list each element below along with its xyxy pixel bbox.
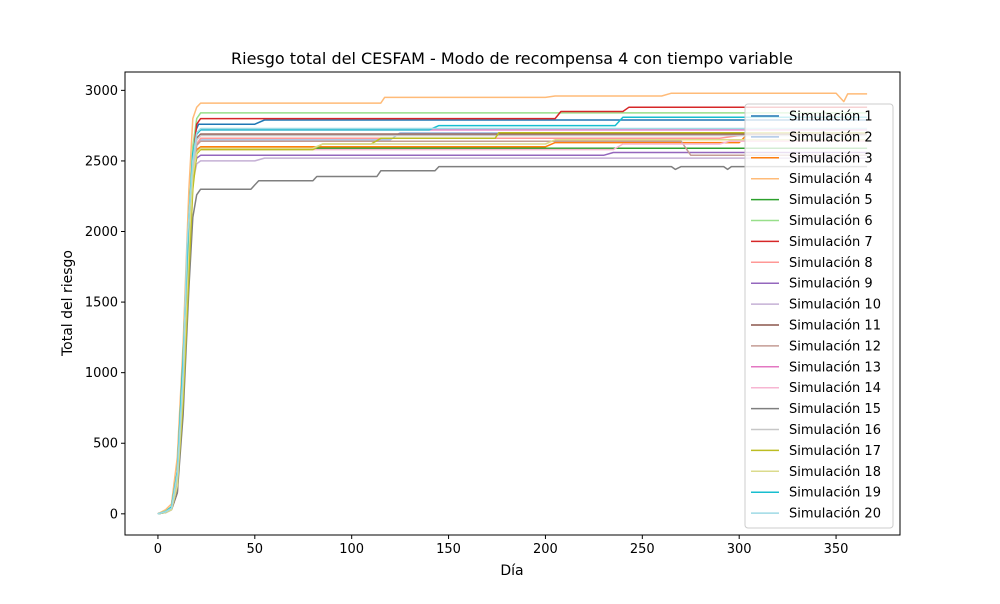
- y-tick-label: 3000: [85, 84, 118, 99]
- series-line-20: [157, 127, 868, 515]
- y-tick-label: 0: [110, 507, 118, 522]
- legend-label-4: Simulación 4: [789, 172, 873, 187]
- legend-label-17: Simulación 17: [789, 444, 881, 459]
- y-axis: 0 500 1000 1500 2000 2500 3000: [85, 84, 125, 522]
- chart-title: Riesgo total del CESFAM - Modo de recomp…: [231, 49, 793, 68]
- legend-label-8: Simulación 8: [789, 256, 873, 271]
- plot-frame: [124, 71, 901, 536]
- y-tick-label: 1500: [85, 296, 118, 311]
- x-tick-label: 100: [339, 542, 364, 557]
- legend-box: [744, 103, 894, 529]
- x-tick-label: 300: [727, 542, 752, 557]
- x-tick-label: 50: [247, 542, 264, 557]
- x-tick-label: 250: [630, 542, 655, 557]
- x-tick-label: 0: [154, 542, 162, 557]
- legend-label-7: Simulación 7: [789, 235, 873, 250]
- legend-label-9: Simulación 9: [789, 277, 873, 292]
- x-axis: 0 50 100 150 200 250 300 350: [154, 535, 849, 557]
- x-tick-label: 350: [824, 542, 849, 557]
- x-tick-label: 150: [436, 542, 461, 557]
- legend-label-15: Simulación 15: [789, 402, 881, 417]
- legend-label-18: Simulación 18: [789, 465, 881, 480]
- legend-label-19: Simulación 19: [789, 486, 881, 501]
- series-layer: [157, 92, 868, 515]
- legend-label-14: Simulación 14: [789, 381, 881, 396]
- legend-label-3: Simulación 3: [789, 151, 873, 166]
- legend-label-13: Simulación 13: [789, 360, 881, 375]
- legend-label-6: Simulación 6: [789, 214, 873, 229]
- legend-label-16: Simulación 16: [789, 423, 881, 438]
- x-axis-label: Día: [500, 563, 523, 579]
- legend-label-11: Simulación 11: [789, 319, 881, 334]
- legend-label-5: Simulación 5: [789, 193, 873, 208]
- y-axis-label: Total del riesgo: [60, 250, 76, 357]
- legend-label-2: Simulación 2: [789, 130, 873, 145]
- legend-label-20: Simulación 20: [789, 507, 881, 522]
- legend: Simulación 1 Simulación 2 Simulación 3 Simu…: [744, 103, 894, 529]
- legend-label-12: Simulación 12: [789, 339, 881, 354]
- x-tick-label: 200: [533, 542, 558, 557]
- y-tick-label: 2000: [85, 225, 118, 240]
- y-tick-label: 500: [93, 437, 118, 452]
- legend-label-1: Simulación 1: [789, 110, 873, 125]
- legend-label-10: Simulación 10: [789, 298, 881, 313]
- y-tick-label: 2500: [85, 154, 118, 169]
- series-line-15: [157, 165, 868, 515]
- y-tick-label: 1000: [85, 366, 118, 381]
